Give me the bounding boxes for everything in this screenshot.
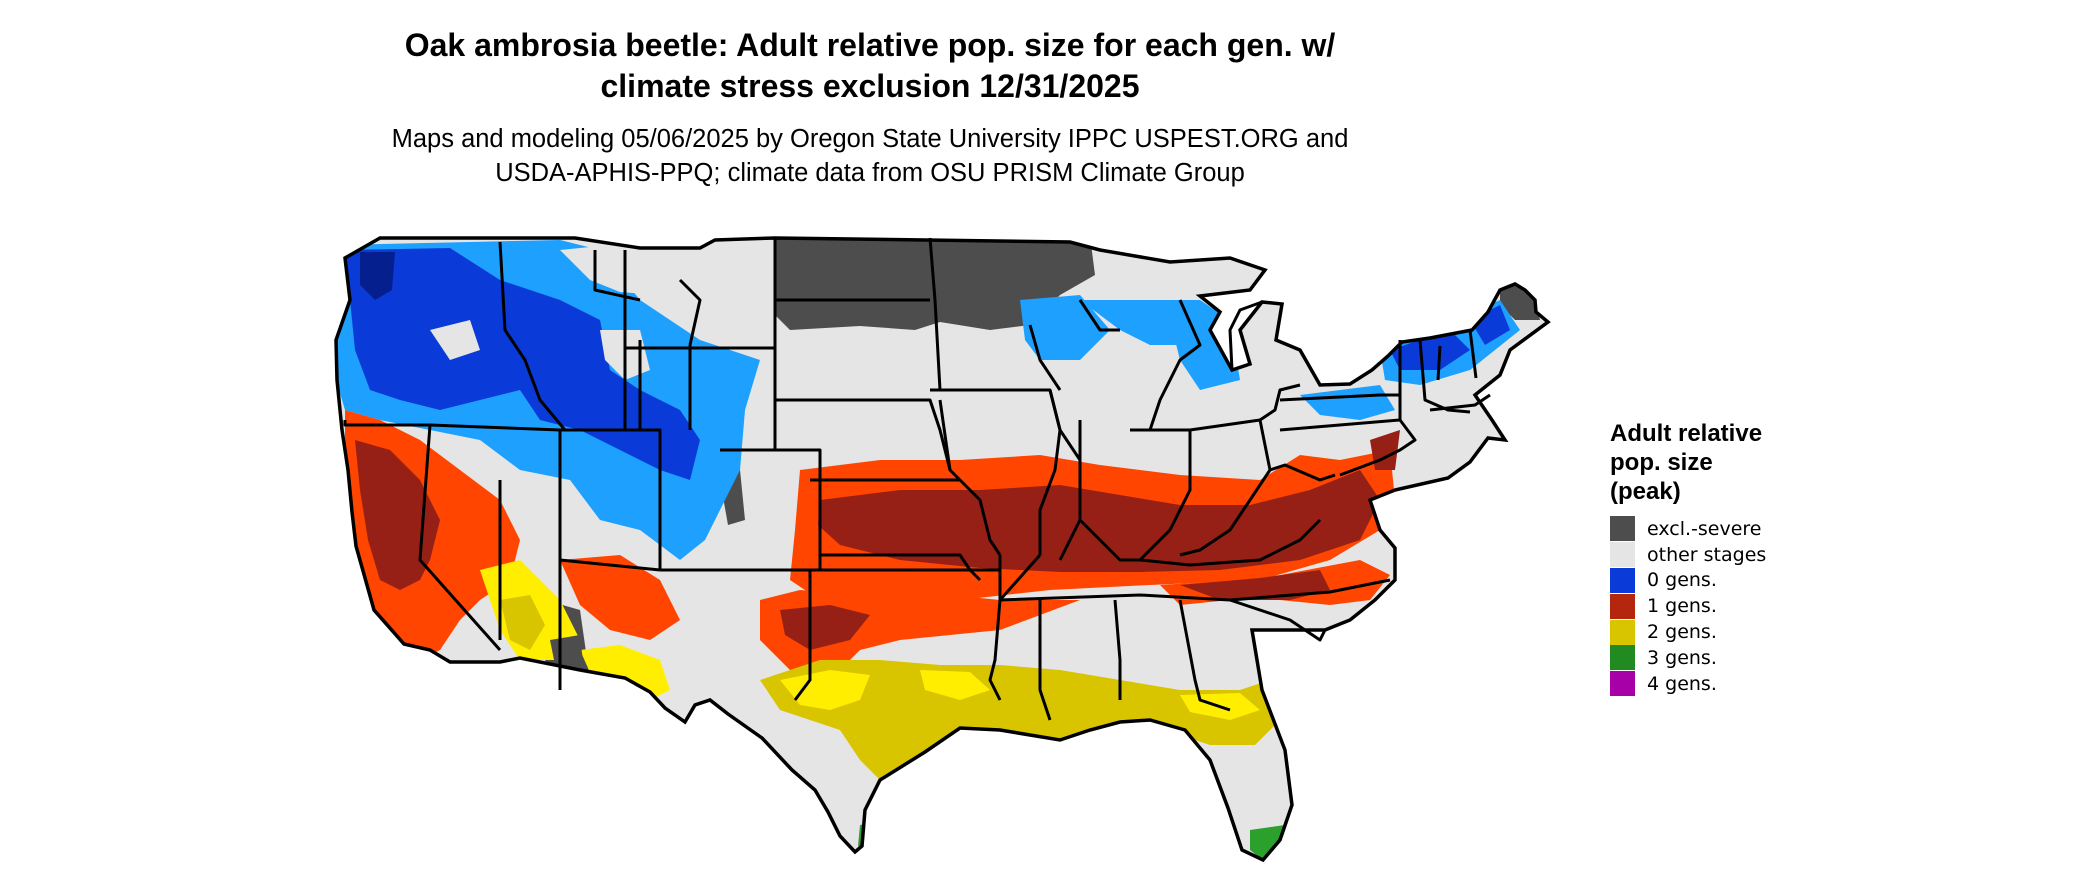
- legend-label: excl.-severe: [1647, 517, 1762, 540]
- legend: Adult relative pop. size (peak) excl.-se…: [1610, 419, 1810, 697]
- legend-item: other stages: [1610, 542, 1810, 568]
- legend-swatch: [1610, 619, 1635, 645]
- legend-title-line-1: Adult relative: [1610, 420, 1763, 447]
- legend-item: 3 gens.: [1610, 645, 1810, 671]
- map-subtitle: Maps and modeling 05/06/2025 by Oregon S…: [330, 122, 1410, 190]
- legend-swatch: [1610, 516, 1635, 542]
- legend-item: excl.-severe: [1610, 516, 1810, 542]
- legend-swatch: [1610, 671, 1635, 697]
- legend-label: other stages: [1647, 543, 1767, 566]
- legend-title-line-2: pop. size: [1610, 449, 1713, 476]
- map-title: Oak ambrosia beetle: Adult relative pop.…: [330, 25, 1410, 107]
- legend-swatch: [1610, 645, 1635, 671]
- legend-swatch: [1610, 542, 1635, 568]
- map-subtitle-line-2: USDA-APHIS-PPQ; climate data from OSU PR…: [495, 159, 1245, 187]
- legend-label: 1 gens.: [1647, 595, 1717, 618]
- legend-label: 4 gens.: [1647, 672, 1717, 695]
- legend-label: 2 gens.: [1647, 621, 1717, 644]
- legend-item: 1 gens.: [1610, 593, 1810, 619]
- legend-items: excl.-severe other stages 0 gens. 1 gens. 2 …: [1610, 516, 1810, 697]
- legend-swatch: [1610, 593, 1635, 619]
- legend-swatch: [1610, 567, 1635, 593]
- map-title-line-2: climate stress exclusion 12/31/2025: [600, 68, 1140, 104]
- map-title-line-1: Oak ambrosia beetle: Adult relative pop.…: [404, 27, 1336, 63]
- legend-label: 0 gens.: [1647, 569, 1717, 592]
- legend-item: 2 gens.: [1610, 619, 1810, 645]
- map-subtitle-line-1: Maps and modeling 05/06/2025 by Oregon S…: [391, 125, 1349, 153]
- legend-title-line-3: (peak): [1610, 478, 1681, 505]
- legend-item: 4 gens.: [1610, 671, 1810, 697]
- legend-item: 0 gens.: [1610, 567, 1810, 594]
- legend-label: 3 gens.: [1647, 646, 1717, 669]
- legend-title: Adult relative pop. size (peak): [1610, 419, 1810, 506]
